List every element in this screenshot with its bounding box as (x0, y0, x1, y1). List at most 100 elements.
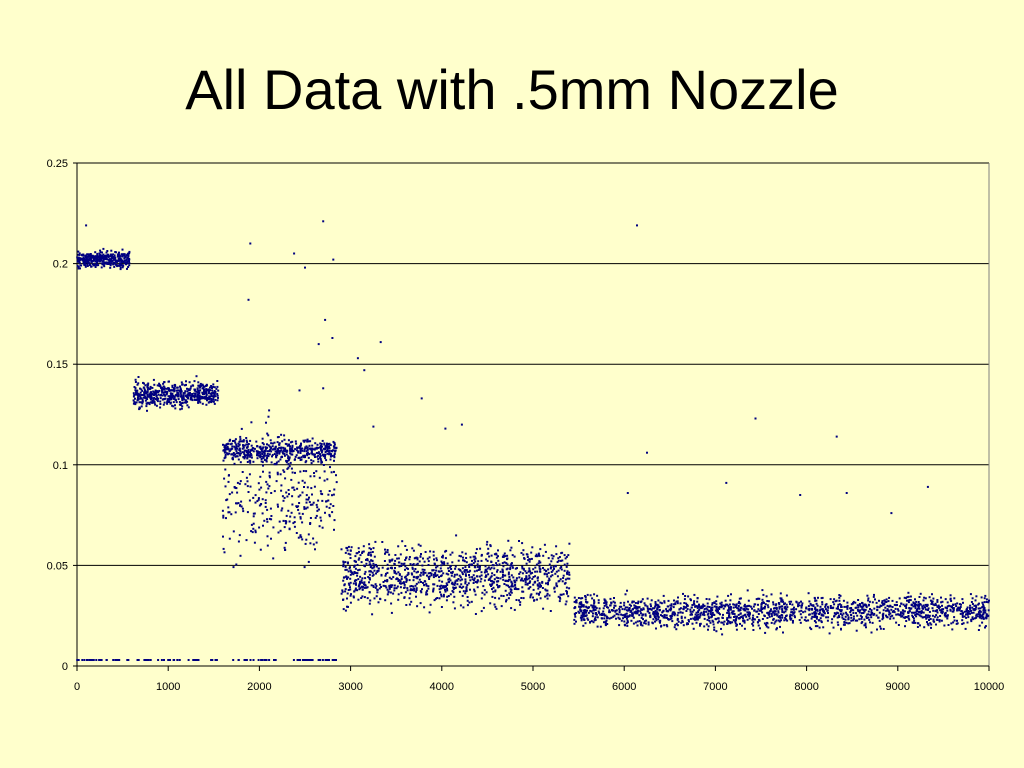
data-point (132, 399, 135, 402)
data-point (635, 607, 638, 610)
data-point (305, 498, 308, 501)
data-point (95, 659, 98, 661)
data-point (397, 571, 400, 574)
data-point (322, 455, 325, 458)
data-point (326, 450, 328, 452)
data-point (875, 614, 878, 617)
data-point (515, 577, 518, 580)
data-point (585, 614, 588, 617)
data-point (311, 493, 313, 496)
data-point (260, 486, 263, 489)
data-point (479, 547, 482, 550)
data-point (256, 500, 259, 503)
data-point (838, 603, 841, 606)
data-point (282, 446, 285, 449)
data-point (198, 386, 201, 389)
data-point (369, 578, 371, 581)
data-point (699, 624, 701, 627)
data-point (320, 446, 322, 449)
data-point (734, 615, 737, 618)
data-point (474, 552, 477, 555)
data-point (912, 617, 915, 620)
data-point (484, 565, 487, 568)
data-point (631, 613, 634, 616)
data-point (487, 552, 490, 555)
data-point (546, 592, 549, 595)
data-point (261, 437, 264, 440)
data-point (728, 606, 730, 609)
data-point (276, 441, 279, 444)
data-point (169, 395, 171, 398)
data-point (328, 490, 331, 492)
data-point (511, 585, 514, 588)
data-point (913, 619, 916, 622)
data-point (124, 255, 127, 258)
data-point (260, 449, 263, 452)
data-point (917, 603, 920, 606)
data-point (928, 616, 931, 619)
data-point (312, 537, 315, 540)
data-point (279, 458, 282, 461)
data-point (900, 602, 903, 605)
data-point (153, 383, 156, 386)
data-point (305, 460, 308, 463)
data-point (867, 610, 870, 613)
data-point (460, 583, 463, 586)
data-point (679, 607, 682, 610)
data-point (306, 440, 309, 443)
data-point (626, 589, 628, 592)
data-point (262, 464, 264, 467)
data-point (984, 625, 987, 628)
data-point (291, 471, 294, 474)
data-point (746, 589, 749, 592)
data-point (109, 253, 112, 256)
data-point (468, 566, 471, 568)
data-point (781, 599, 784, 602)
data-point (328, 447, 331, 450)
data-point (187, 397, 189, 400)
data-point (913, 621, 915, 624)
data-point (870, 609, 873, 612)
data-point (751, 622, 754, 625)
data-point (506, 558, 508, 561)
data-point (94, 266, 97, 268)
data-point (254, 501, 257, 504)
data-point (485, 570, 488, 573)
data-point (612, 600, 615, 603)
data-point (151, 401, 154, 404)
data-point (330, 453, 332, 456)
data-point (852, 619, 854, 622)
data-point (163, 386, 166, 389)
data-point (259, 548, 262, 551)
data-point (297, 536, 300, 539)
data-point (919, 592, 922, 595)
data-point (658, 608, 661, 611)
data-point (453, 607, 456, 610)
data-point (285, 459, 288, 462)
data-point (590, 604, 593, 607)
data-point (271, 442, 274, 445)
data-point (627, 600, 629, 603)
data-point (105, 659, 108, 661)
data-point (594, 617, 596, 620)
data-point (238, 534, 241, 537)
data-point (528, 567, 531, 570)
data-point (563, 554, 566, 557)
data-point (397, 545, 400, 548)
data-point (368, 543, 371, 546)
data-point (556, 575, 559, 578)
data-point (230, 442, 233, 445)
data-point (465, 557, 468, 559)
data-point (162, 398, 165, 401)
data-point (846, 604, 849, 607)
data-point (103, 265, 106, 268)
data-point (154, 398, 157, 400)
data-point (454, 582, 457, 585)
data-point (353, 564, 356, 567)
data-point (902, 616, 905, 619)
data-point (194, 388, 197, 391)
data-point (152, 398, 155, 401)
data-point (319, 453, 321, 456)
data-point (385, 572, 387, 575)
data-point (480, 559, 483, 562)
